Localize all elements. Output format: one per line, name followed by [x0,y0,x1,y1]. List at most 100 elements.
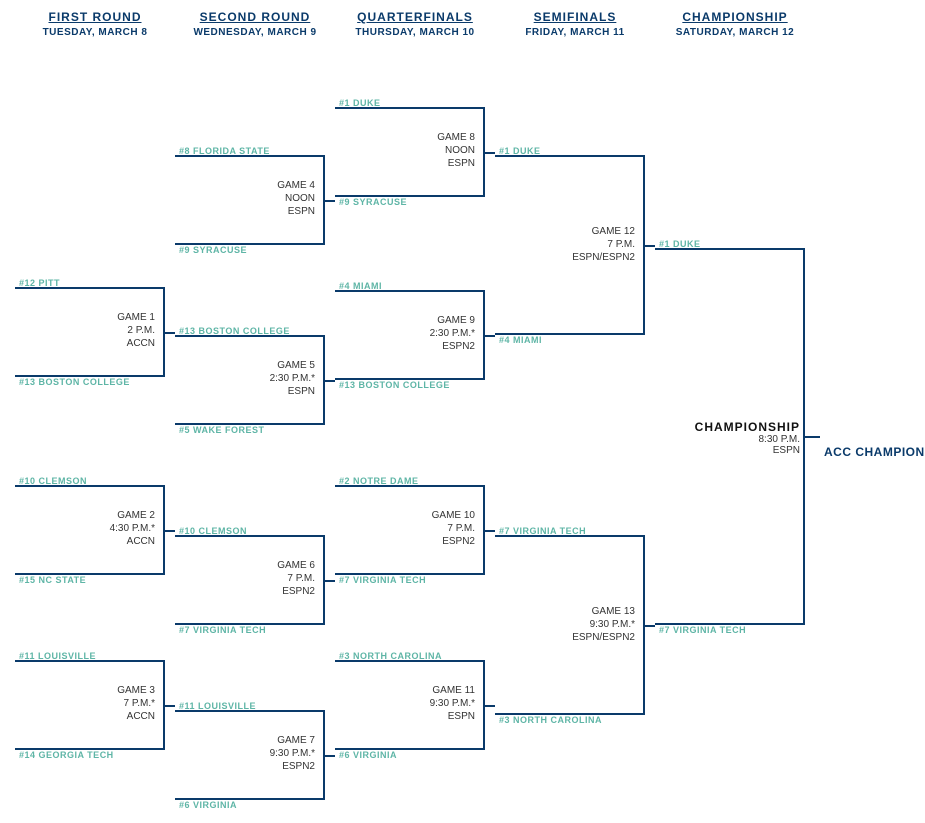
connector [165,530,175,532]
game-time: NOON [277,192,315,205]
game-num: GAME 8 [437,131,475,144]
seed-top: #1 DUKE [339,98,381,108]
seed-bot: #7 VIRGINIA TECH [339,575,426,585]
game-num: GAME 11 [430,684,475,697]
seed-top: #13 BOSTON COLLEGE [179,326,290,336]
game-num: GAME 9 [430,314,475,327]
seed-top: #2 NOTRE DAME [339,476,419,486]
game-num: GAME 10 [432,509,475,522]
seed-top: #3 NORTH CAROLINA [339,651,442,661]
round-title: FIRST ROUND [15,10,175,24]
sf-game-13: #7 VIRGINIA TECH #3 NORTH CAROLINA GAME … [495,535,645,715]
game-net: ESPN [437,157,475,170]
seed-top: #1 DUKE [659,239,701,249]
round-date: TUESDAY, MARCH 8 [15,27,175,38]
game-num: GAME 2 [110,509,155,522]
round-header-4: SEMIFINALS FRIDAY, MARCH 11 [495,10,655,38]
seed-bot: #14 GEORGIA TECH [19,750,114,760]
seed-top: #10 CLEMSON [179,526,247,536]
connector [485,530,495,532]
game-net: ESPN2 [270,760,315,773]
seed-top: #1 DUKE [499,146,541,156]
game-num: GAME 6 [277,559,315,572]
game-num: GAME 12 [572,225,635,238]
game-net: ESPN2 [432,535,475,548]
qf-game-10: #2 NOTRE DAME #7 VIRGINIA TECH GAME 10 7… [335,485,485,575]
connector [165,705,175,707]
r1-game-1: #12 PITT #13 BOSTON COLLEGE GAME 1 2 P.M… [15,287,165,377]
game-num: GAME 5 [270,359,315,372]
r1-game-3: #11 LOUISVILLE #14 GEORGIA TECH GAME 3 7… [15,660,165,750]
game-time: 9:30 P.M.* [572,618,635,631]
game-info: GAME 4 NOON ESPN [277,179,315,218]
winner-label: ACC CHAMPION [824,445,925,459]
seed-bot: #7 VIRGINIA TECH [179,625,266,635]
seed-bot: #9 SYRACUSE [339,197,407,207]
game-net: ESPN [430,710,475,723]
game-info: GAME 7 9:30 P.M.* ESPN2 [270,734,315,773]
connector [485,335,495,337]
game-net: ESPN/ESPN2 [572,631,635,644]
game-num: GAME 3 [117,684,155,697]
connector [645,245,655,247]
r2-game-6: #10 CLEMSON #7 VIRGINIA TECH GAME 6 7 P.… [175,535,325,625]
game-num: GAME 7 [270,734,315,747]
game-net: ACCN [117,710,155,723]
game-time: 2:30 P.M.* [270,372,315,385]
seed-top: #11 LOUISVILLE [179,701,256,711]
connector [325,380,335,382]
game-info: GAME 12 7 P.M. ESPN/ESPN2 [572,225,635,264]
sf-game-12: #1 DUKE #4 MIAMI GAME 12 7 P.M. ESPN/ESP… [495,155,645,335]
seed-bot: #9 SYRACUSE [179,245,247,255]
game-info: GAME 5 2:30 P.M.* ESPN [270,359,315,398]
connector [165,332,175,334]
game-time: NOON [437,144,475,157]
game-time: 7 P.M. [277,572,315,585]
game-info: GAME 8 NOON ESPN [437,131,475,170]
game-net: ESPN [270,385,315,398]
game-net: ESPN/ESPN2 [572,251,635,264]
game-info: GAME 6 7 P.M. ESPN2 [277,559,315,598]
seed-bot: #3 NORTH CAROLINA [499,715,602,725]
game-info: GAME 13 9:30 P.M.* ESPN/ESPN2 [572,605,635,644]
game-info: GAME 10 7 P.M. ESPN2 [432,509,475,548]
champ-title: CHAMPIONSHIP [655,420,800,434]
seed-top: #12 PITT [19,278,60,288]
r1-game-2: #10 CLEMSON #15 NC STATE GAME 2 4:30 P.M… [15,485,165,575]
connector [805,436,820,438]
qf-game-11: #3 NORTH CAROLINA #6 VIRGINIA GAME 11 9:… [335,660,485,750]
round-title: SEMIFINALS [495,10,655,24]
connector [325,755,335,757]
game-time: 2 P.M. [117,324,155,337]
game-net: ACCN [110,535,155,548]
round-header-2: SECOND ROUND WEDNESDAY, MARCH 9 [175,10,335,38]
game-net: ESPN [277,205,315,218]
game-net: ACCN [117,337,155,350]
game-info: GAME 3 7 P.M.* ACCN [117,684,155,723]
round-title: QUARTERFINALS [335,10,495,24]
game-num: GAME 1 [117,311,155,324]
game-time: 2:30 P.M.* [430,327,475,340]
round-date: WEDNESDAY, MARCH 9 [175,27,335,38]
champ-time: 8:30 P.M. [655,434,800,445]
game-net: ESPN2 [430,340,475,353]
game-time: 7 P.M.* [117,697,155,710]
connector [485,152,495,154]
game-info: GAME 1 2 P.M. ACCN [117,311,155,350]
champ-net: ESPN [655,445,800,456]
round-header-5: CHAMPIONSHIP SATURDAY, MARCH 12 [655,10,815,38]
game-info: GAME 2 4:30 P.M.* ACCN [110,509,155,548]
round-header-1: FIRST ROUND TUESDAY, MARCH 8 [15,10,175,38]
r2-game-7: #11 LOUISVILLE #6 VIRGINIA GAME 7 9:30 P… [175,710,325,800]
r2-game-5: #13 BOSTON COLLEGE #5 WAKE FOREST GAME 5… [175,335,325,425]
seed-top: #10 CLEMSON [19,476,87,486]
game-time: 9:30 P.M.* [430,697,475,710]
seed-bot: #6 VIRGINIA [339,750,397,760]
game-net: ESPN2 [277,585,315,598]
seed-top: #8 FLORIDA STATE [179,146,270,156]
game-time: 9:30 P.M.* [270,747,315,760]
seed-top: #11 LOUISVILLE [19,651,96,661]
connector [325,580,335,582]
seed-bot: #13 BOSTON COLLEGE [339,380,450,390]
round-title: SECOND ROUND [175,10,335,24]
